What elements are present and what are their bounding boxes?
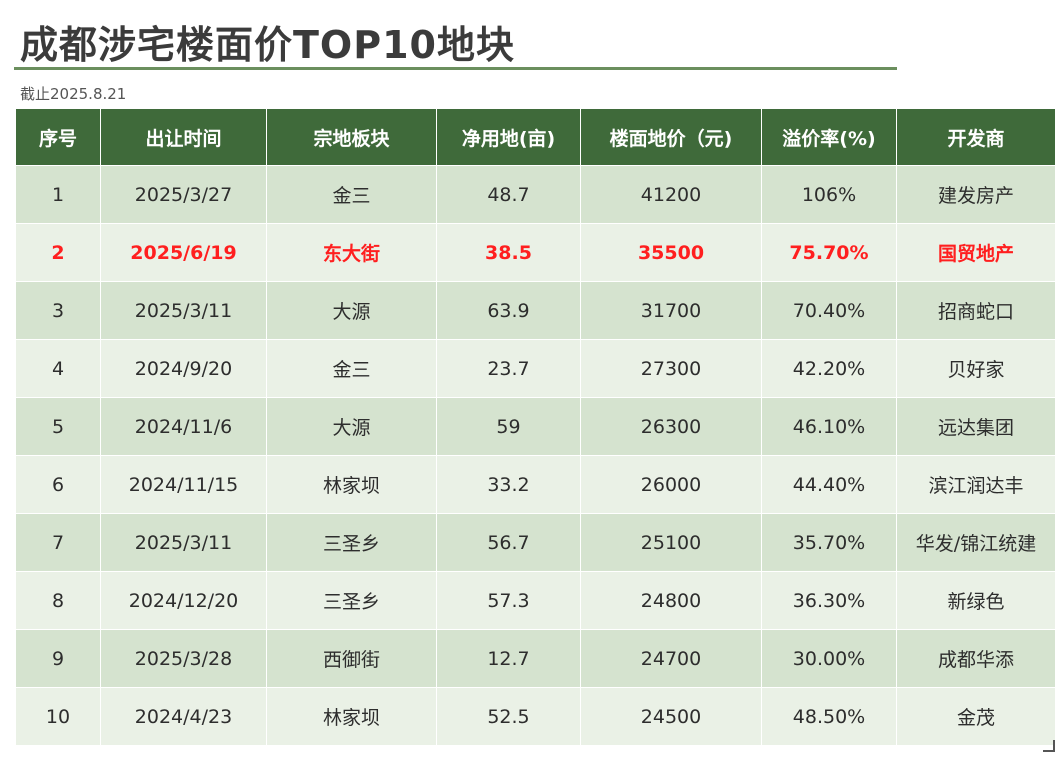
cell-transfer-date: 2024/11/15 — [100, 455, 267, 514]
cell-floor-price: 24800 — [580, 571, 762, 630]
cell-developer: 建发房产 — [896, 165, 1056, 224]
cell-transfer-date: 2025/6/19 — [100, 223, 267, 282]
cell-net-land: 57.3 — [436, 571, 581, 630]
cell-rank: 2 — [15, 223, 101, 282]
header-floor-price: 楼面地价（元) — [580, 108, 762, 166]
cell-floor-price: 41200 — [580, 165, 762, 224]
cell-plot-area: 林家坝 — [266, 455, 437, 514]
cell-rank: 8 — [15, 571, 101, 630]
cell-floor-price: 25100 — [580, 513, 762, 572]
cell-plot-area: 大源 — [266, 397, 437, 456]
table-header-row: 序号 出让时间 宗地板块 净用地(亩) 楼面地价（元) 溢价率(%) 开发商 — [15, 108, 1056, 166]
cell-floor-price: 26300 — [580, 397, 762, 456]
cell-developer: 贝好家 — [896, 339, 1056, 398]
cell-premium-rate: 35.70% — [761, 513, 897, 572]
table-row: 7 2025/3/11 三圣乡 56.7 25100 35.70% 华发/锦江统建 — [15, 513, 1056, 572]
cell-developer: 滨江润达丰 — [896, 455, 1056, 514]
cell-developer: 国贸地产 — [896, 223, 1056, 282]
as-of-date: 截止2025.8.21 — [20, 85, 127, 103]
cell-plot-area: 大源 — [266, 281, 437, 340]
cell-transfer-date: 2024/12/20 — [100, 571, 267, 630]
cell-rank: 4 — [15, 339, 101, 398]
cell-net-land: 38.5 — [436, 223, 581, 282]
cell-net-land: 48.7 — [436, 165, 581, 224]
cell-premium-rate: 44.40% — [761, 455, 897, 514]
page-title: 成都涉宅楼面价TOP10地块 — [20, 23, 515, 67]
cell-premium-rate: 46.10% — [761, 397, 897, 456]
cell-floor-price: 27300 — [580, 339, 762, 398]
cell-floor-price: 26000 — [580, 455, 762, 514]
cell-rank: 5 — [15, 397, 101, 456]
header-transfer-date: 出让时间 — [100, 108, 267, 166]
title-underline — [14, 67, 897, 70]
cell-plot-area: 西御街 — [266, 629, 437, 688]
cell-floor-price: 31700 — [580, 281, 762, 340]
cell-rank: 10 — [15, 687, 101, 746]
cell-premium-rate: 42.20% — [761, 339, 897, 398]
cell-premium-rate: 30.00% — [761, 629, 897, 688]
cell-net-land: 12.7 — [436, 629, 581, 688]
cell-developer: 华发/锦江统建 — [896, 513, 1056, 572]
cell-transfer-date: 2025/3/11 — [100, 513, 267, 572]
cell-transfer-date: 2025/3/11 — [100, 281, 267, 340]
cell-rank: 1 — [15, 165, 101, 224]
cell-plot-area: 三圣乡 — [266, 571, 437, 630]
table-row: 1 2025/3/27 金三 48.7 41200 106% 建发房产 — [15, 165, 1056, 224]
cell-floor-price: 35500 — [580, 223, 762, 282]
table-body: 1 2025/3/27 金三 48.7 41200 106% 建发房产 2 2025/6/19 东… — [15, 165, 1056, 746]
cell-developer: 新绿色 — [896, 571, 1056, 630]
table-row: 8 2024/12/20 三圣乡 57.3 24800 36.30% 新绿色 — [15, 571, 1056, 630]
cell-developer: 金茂 — [896, 687, 1056, 746]
cell-transfer-date: 2024/4/23 — [100, 687, 267, 746]
cell-floor-price: 24700 — [580, 629, 762, 688]
cell-rank: 6 — [15, 455, 101, 514]
cell-transfer-date: 2024/11/6 — [100, 397, 267, 456]
cell-premium-rate: 48.50% — [761, 687, 897, 746]
header-developer: 开发商 — [896, 108, 1056, 166]
header-plot-area: 宗地板块 — [266, 108, 437, 166]
cell-plot-area: 金三 — [266, 339, 437, 398]
table-row: 2 2025/6/19 东大街 38.5 35500 75.70% 国贸地产 — [15, 223, 1056, 282]
resize-corner-icon — [1043, 740, 1055, 752]
cell-transfer-date: 2024/9/20 — [100, 339, 267, 398]
table-row: 10 2024/4/23 林家坝 52.5 24500 48.50% 金茂 — [15, 687, 1056, 746]
table-row: 5 2024/11/6 大源 59 26300 46.10% 远达集团 — [15, 397, 1056, 456]
cell-plot-area: 东大街 — [266, 223, 437, 282]
header-net-land: 净用地(亩) — [436, 108, 581, 166]
cell-premium-rate: 70.40% — [761, 281, 897, 340]
table-row: 3 2025/3/11 大源 63.9 31700 70.40% 招商蛇口 — [15, 281, 1056, 340]
cell-developer: 远达集团 — [896, 397, 1056, 456]
table-row: 4 2024/9/20 金三 23.7 27300 42.20% 贝好家 — [15, 339, 1056, 398]
cell-plot-area: 林家坝 — [266, 687, 437, 746]
cell-rank: 3 — [15, 281, 101, 340]
header-premium-rate: 溢价率(%) — [761, 108, 897, 166]
cell-net-land: 33.2 — [436, 455, 581, 514]
cell-plot-area: 三圣乡 — [266, 513, 437, 572]
ranking-table: 序号 出让时间 宗地板块 净用地(亩) 楼面地价（元) 溢价率(%) 开发商 1… — [15, 108, 1056, 746]
cell-net-land: 52.5 — [436, 687, 581, 746]
cell-rank: 7 — [15, 513, 101, 572]
cell-plot-area: 金三 — [266, 165, 437, 224]
cell-premium-rate: 75.70% — [761, 223, 897, 282]
table-row: 9 2025/3/28 西御街 12.7 24700 30.00% 成都华添 — [15, 629, 1056, 688]
cell-net-land: 23.7 — [436, 339, 581, 398]
table-row: 6 2024/11/15 林家坝 33.2 26000 44.40% 滨江润达丰 — [15, 455, 1056, 514]
cell-transfer-date: 2025/3/28 — [100, 629, 267, 688]
cell-premium-rate: 36.30% — [761, 571, 897, 630]
cell-rank: 9 — [15, 629, 101, 688]
cell-developer: 成都华添 — [896, 629, 1056, 688]
ranking-table-container: 序号 出让时间 宗地板块 净用地(亩) 楼面地价（元) 溢价率(%) 开发商 1… — [15, 108, 1056, 753]
cell-net-land: 63.9 — [436, 281, 581, 340]
cell-net-land: 59 — [436, 397, 581, 456]
cell-transfer-date: 2025/3/27 — [100, 165, 267, 224]
cell-net-land: 56.7 — [436, 513, 581, 572]
cell-developer: 招商蛇口 — [896, 281, 1056, 340]
cell-premium-rate: 106% — [761, 165, 897, 224]
cell-floor-price: 24500 — [580, 687, 762, 746]
header-rank: 序号 — [15, 108, 101, 166]
